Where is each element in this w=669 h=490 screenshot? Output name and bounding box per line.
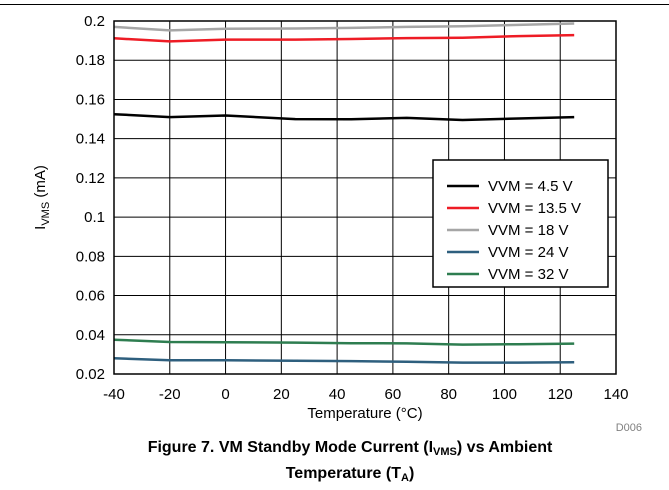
y-tick-label: 0.2 [84,13,105,30]
y-tick-labels: 0.02 0.04 0.06 0.08 0.1 0.12 0.14 0.16 0.18 0.2 [76,13,105,383]
legend-label: VVM = 4.5 V [488,178,573,195]
y-axis-title: IVMS (mA) [32,165,52,230]
series-line [113,338,575,346]
x-axis-title: Temperature (°C) [307,405,422,422]
caption-line-1: Figure 7. VM Standby Mode Current (IVMS)… [90,437,610,463]
x-tick-label: 20 [273,386,290,403]
caption-line-1-b: ) vs Ambient [456,439,553,456]
x-tick-label: 140 [603,386,628,403]
footnote-id: D006 [616,422,642,434]
legend-box [432,159,609,288]
x-tick-label: 0 [221,386,229,403]
x-tick-label: -40 [103,386,125,403]
series-line [113,22,575,32]
caption-line-1-a: Figure 7. VM Standby Mode Current (I [147,439,434,456]
x-tick-labels: -40 -20 0 20 40 60 80 100 120 140 [103,386,628,403]
x-tick-label: 100 [492,386,517,403]
caption-line-1-sub: VMS [433,446,457,458]
caption-line-2-b: ) [408,465,415,482]
y-axis-title-sub: VMS [40,202,52,226]
x-tick-label: -20 [159,386,181,403]
y-axis-title-main: I [32,226,49,230]
legend-label: VVM = 13.5 V [488,200,581,217]
y-tick-label: 0.18 [76,52,105,69]
series-group [113,22,575,364]
plot-frame [113,20,617,375]
y-tick-label: 0.04 [76,327,105,344]
y-tick-label: 0.02 [76,366,105,383]
series-line [113,357,575,364]
x-tick-label: 80 [440,386,457,403]
chart: -40 -20 0 20 40 60 80 100 120 140 0.020.040.060.0… [32,13,642,434]
figure-caption: Figure 7. VM Standby Mode Current (IVMS)… [90,437,610,489]
legend-label: VVM = 32 V [488,266,568,283]
x-tick-label: 40 [329,386,346,403]
series-line [113,33,575,43]
legend-label: VVM = 24 V [488,244,568,261]
y-tick-label: 0.14 [76,131,105,148]
y-tick-label: 0.08 [76,248,105,265]
x-tick-label: 60 [385,386,402,403]
caption-line-2-a: Temperature (T [285,465,401,482]
caption-line-2-sub: A [401,472,409,484]
legend: VVM = 4.5 V VVM = 13.5 V VVM = 18 V VVM = 2… [432,159,609,288]
legend-label: VVM = 18 V [488,222,568,239]
caption-line-2: Temperature (TA) [90,463,610,489]
y-tick-label: 0.12 [76,170,105,187]
y-tick-label: 0.16 [76,91,105,108]
x-tick-label: 120 [548,386,573,403]
series-line [113,112,575,122]
top-rule [0,4,669,5]
y-tick-label: 0.1 [84,209,105,226]
y-tick-label: 0.06 [76,288,105,305]
y-axis-title-rest: (mA) [32,165,49,202]
